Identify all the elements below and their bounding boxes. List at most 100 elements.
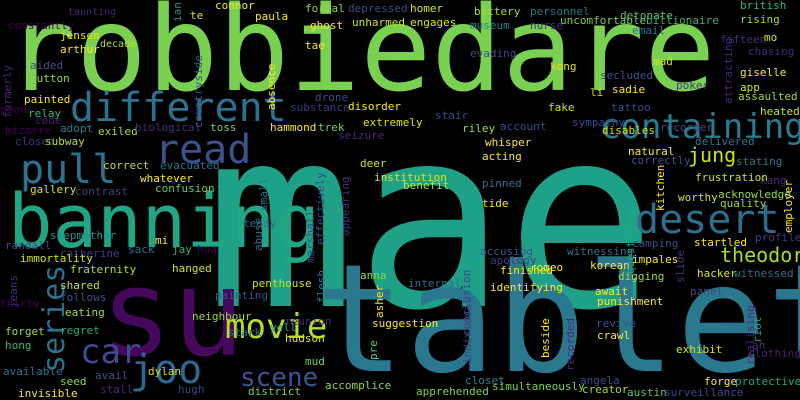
word-individual: individual <box>461 297 474 364</box>
word-scene: scene <box>240 363 319 393</box>
word-british: british <box>740 0 787 12</box>
word-worthy: worthy <box>678 191 718 204</box>
word-joo: joo <box>130 347 203 393</box>
word-eating: eating <box>65 306 105 319</box>
word-beside: beside <box>539 318 552 358</box>
word-hammond: hammond <box>270 121 317 134</box>
word-identifying: identifying <box>490 281 563 294</box>
word-internal: internal <box>408 277 461 290</box>
word-correct: correct <box>103 159 150 172</box>
word-detonate: detonate <box>620 9 673 22</box>
word-seizure: seizure <box>338 129 385 142</box>
word-angela: angela <box>580 374 620 387</box>
word-invisible: invisible <box>18 387 78 400</box>
word-substance: substance <box>290 101 350 114</box>
word-bizarre: bizarre <box>5 124 52 137</box>
word-creator: creator <box>582 383 629 396</box>
word-adopt: adopt <box>60 122 94 135</box>
word-decade: decade <box>100 39 137 50</box>
word-relay: relay <box>28 107 62 120</box>
word-institution: institution <box>374 171 447 184</box>
word-korean: korean <box>590 259 630 272</box>
word-impales: impales <box>632 253 679 266</box>
word-button: button <box>30 72 70 85</box>
word-unharmed: unharmed <box>352 16 405 29</box>
word-kang: kang <box>760 174 787 187</box>
word-hug: hug <box>197 243 217 256</box>
word-aided: aided <box>30 59 64 72</box>
word-trek: trek <box>318 121 345 134</box>
word-employer: employer <box>782 180 795 233</box>
word-forget: forget <box>5 325 45 338</box>
word-teddy: teddy <box>243 217 277 230</box>
word-homer: homer <box>410 2 444 15</box>
word-different: different <box>70 85 287 131</box>
word-taunting: taunting <box>68 7 117 18</box>
word-randall: randall <box>5 239 52 252</box>
word-yell: yell <box>270 321 297 334</box>
word-stair: stair <box>435 109 469 122</box>
word-forge: forge <box>704 375 738 388</box>
word-stall: stall <box>100 383 134 396</box>
word-mi: mi <box>155 234 169 247</box>
word-rising: rising <box>740 13 780 26</box>
word-ghost: ghost <box>310 19 344 32</box>
word-anna: anna <box>360 269 387 282</box>
word-sack: sack <box>128 243 155 256</box>
word-evading: evading <box>470 47 517 60</box>
word-finished: finished <box>500 264 553 277</box>
word-digging: digging <box>618 270 665 283</box>
word-tablet: tablet <box>315 233 800 400</box>
word-pinned: pinned <box>482 177 522 190</box>
word-museum: museum <box>470 19 510 32</box>
word-car: car <box>80 332 142 372</box>
word-small: small <box>257 177 270 211</box>
word-acknowledge: acknowledge <box>718 188 791 201</box>
word-kitchen: kitchen <box>654 164 667 211</box>
word-deer: deer <box>360 157 387 170</box>
word-delivered: delivered <box>695 135 755 148</box>
word-tattoo: tattoo <box>611 101 651 114</box>
word-personnel: personnel <box>530 5 590 18</box>
word-asher: asher <box>373 284 386 318</box>
word-ah: ah <box>752 339 766 352</box>
word-absence: absence <box>265 63 278 110</box>
word-natural: natural <box>628 145 675 158</box>
word-frustration: frustration <box>695 171 768 184</box>
word-fake: fake <box>548 101 575 114</box>
word-desert: desert <box>635 197 780 243</box>
word-kong: kong <box>550 60 577 73</box>
word-tide: tide <box>482 197 509 210</box>
word-avail: avail <box>95 369 129 382</box>
word-hudson: hudson <box>285 332 325 345</box>
word-acting: acting <box>482 150 522 163</box>
word-giselle: giselle <box>740 66 787 79</box>
word-chasing: chasing <box>748 45 795 58</box>
word-closet: closet <box>465 374 505 387</box>
word-benefit: benefit <box>403 179 450 192</box>
word-stark: stark <box>228 326 262 339</box>
word-toss: toss <box>210 121 237 134</box>
word-biological: biological <box>135 121 202 134</box>
word-contrast: contrast <box>75 185 128 198</box>
word-theodore: theodore <box>720 243 800 267</box>
word-stepmother: stepmother <box>50 229 117 242</box>
word-arthur: arthur <box>60 43 100 56</box>
word-hugh: hugh <box>178 383 205 396</box>
word-containing: containing <box>600 107 800 147</box>
word-extremely: extremely <box>363 116 423 129</box>
word-sympathy: sympathy <box>572 116 625 129</box>
word-te: te <box>190 9 204 22</box>
word-read: read <box>155 127 252 173</box>
word-assaulted: assaulted <box>738 90 798 103</box>
word-confusion: confusion <box>155 182 215 195</box>
word-secluded: secluded <box>600 69 653 82</box>
word-shared: shared <box>60 279 100 292</box>
word-witnessing: witnessing <box>567 245 634 258</box>
word-drone: drone <box>315 91 349 104</box>
word-exiled: exiled <box>98 125 138 138</box>
word-gallery: gallery <box>30 183 77 196</box>
word-banning: banning <box>8 179 320 265</box>
word-pull: pull <box>20 147 117 193</box>
